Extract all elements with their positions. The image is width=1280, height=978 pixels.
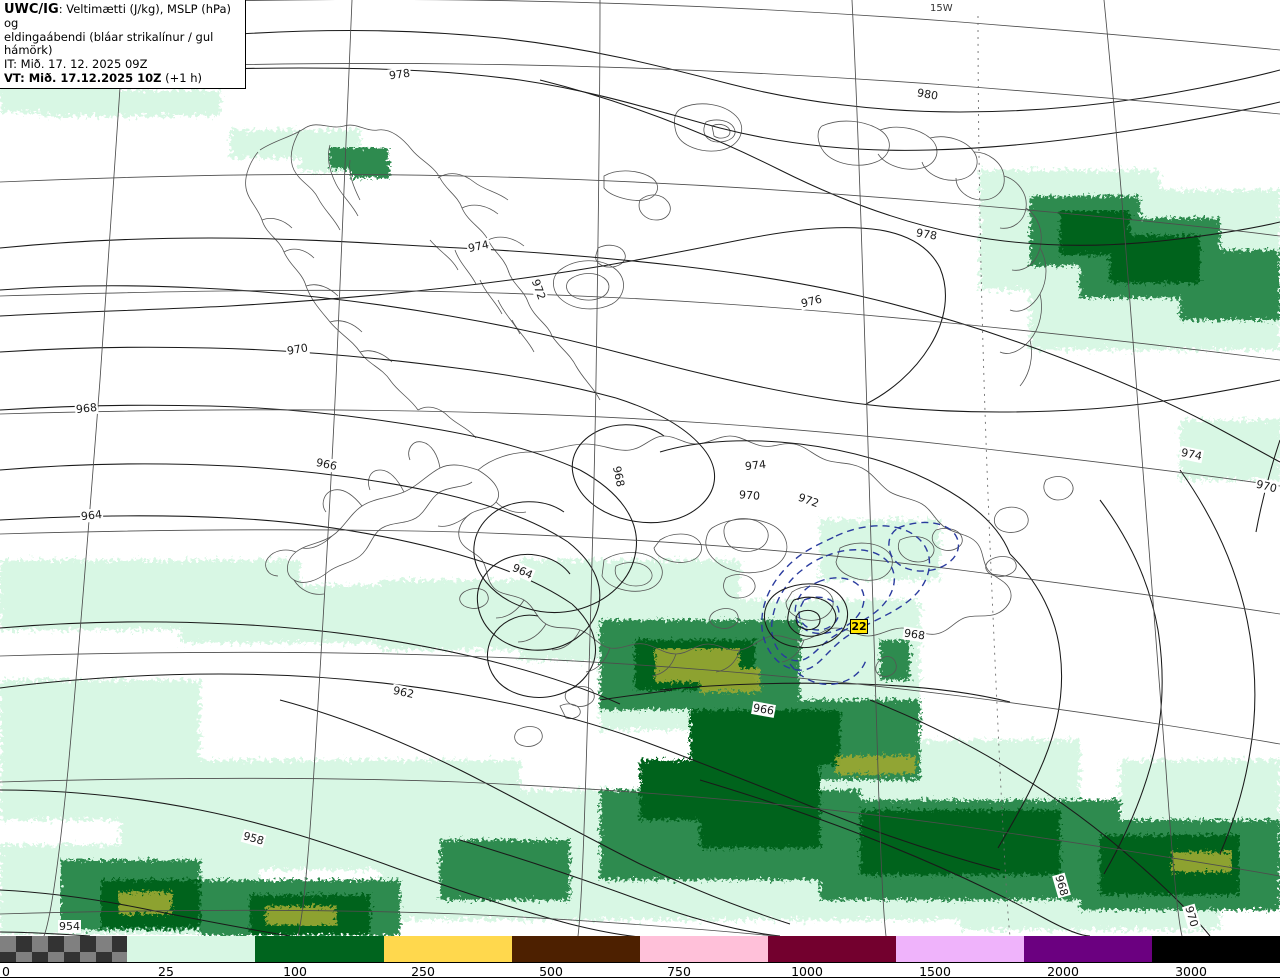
colorbar-swatch[interactable]: [127, 936, 255, 962]
colorbar-tick-label: 0: [2, 964, 10, 978]
colorbar-swatch[interactable]: [0, 936, 127, 962]
isobar-label: 954: [58, 920, 81, 933]
colorbar-tick-label: 25: [158, 964, 174, 978]
colorbar-tick-label: 250: [411, 964, 435, 978]
title-line-2: eldingaábendi (bláar strikalínur / gul h…: [4, 29, 214, 58]
colorbar-tick-label: 2000: [1047, 964, 1079, 978]
colorbar-swatch[interactable]: [384, 936, 512, 962]
title-legend-box: UWC/IG: Veltimætti (J/kg), MSLP (hPa) og…: [0, 0, 246, 90]
colorbar-tick-label: 750: [667, 964, 691, 978]
lightning-indicator-contours: [761, 521, 960, 685]
colorbar-swatch[interactable]: [640, 936, 768, 962]
colorbar-tick-label: 3000: [1175, 964, 1207, 978]
longitude-label: 15W: [930, 3, 953, 14]
isobar-label: 974: [743, 457, 768, 474]
colorbar-tick-label: 100: [283, 964, 307, 978]
colorbar-swatch[interactable]: [512, 936, 640, 962]
map-graphics: [0, 0, 1280, 936]
isobar-label: 968: [74, 400, 99, 417]
colorbar-tick-label: 1000: [791, 964, 823, 978]
title-rest: : Veltimætti (J/kg), MSLP (hPa) og: [4, 2, 232, 31]
colorbar-swatch[interactable]: [255, 936, 384, 962]
cape-maximum-marker[interactable]: 22: [850, 619, 868, 634]
colorbar-swatch[interactable]: [768, 936, 896, 962]
colorbar-swatch[interactable]: [896, 936, 1024, 962]
product-code: UWC/IG: [4, 2, 59, 17]
low-center-rings: [764, 583, 849, 649]
valid-time-offset: (+1 h): [165, 70, 203, 85]
colorbar-axis: 0 25 100 250 500 750 1000 1500 2000 3000: [0, 962, 1280, 978]
colorbar-legend: 0 25 100 250 500 750 1000 1500 2000 3000: [0, 936, 1280, 978]
colorbar-swatch[interactable]: [1024, 936, 1152, 962]
colorbar-swatch[interactable]: [1152, 936, 1280, 962]
colorbar-tick-label: 1500: [919, 964, 951, 978]
valid-time: VT: Mið. 17.12.2025 10Z (+1 h): [4, 70, 240, 86]
isobar-label: 964: [79, 507, 104, 524]
isobar-label: 970: [737, 488, 762, 503]
init-time: IT: Mið. 17. 12. 2025 09Z: [4, 57, 148, 72]
map-canvas[interactable]: 978 980 974 972 978 976 970 968 964 966 968 974 970 9…: [0, 0, 1280, 936]
title-line-1: UWC/IG: Veltimætti (J/kg), MSLP (hPa) og: [4, 2, 240, 31]
colorbar-tick-label: 500: [539, 964, 563, 978]
colorbar-swatches[interactable]: [0, 936, 1280, 962]
valid-time-label: VT: Mið. 17.12.2025 10Z: [4, 70, 162, 85]
